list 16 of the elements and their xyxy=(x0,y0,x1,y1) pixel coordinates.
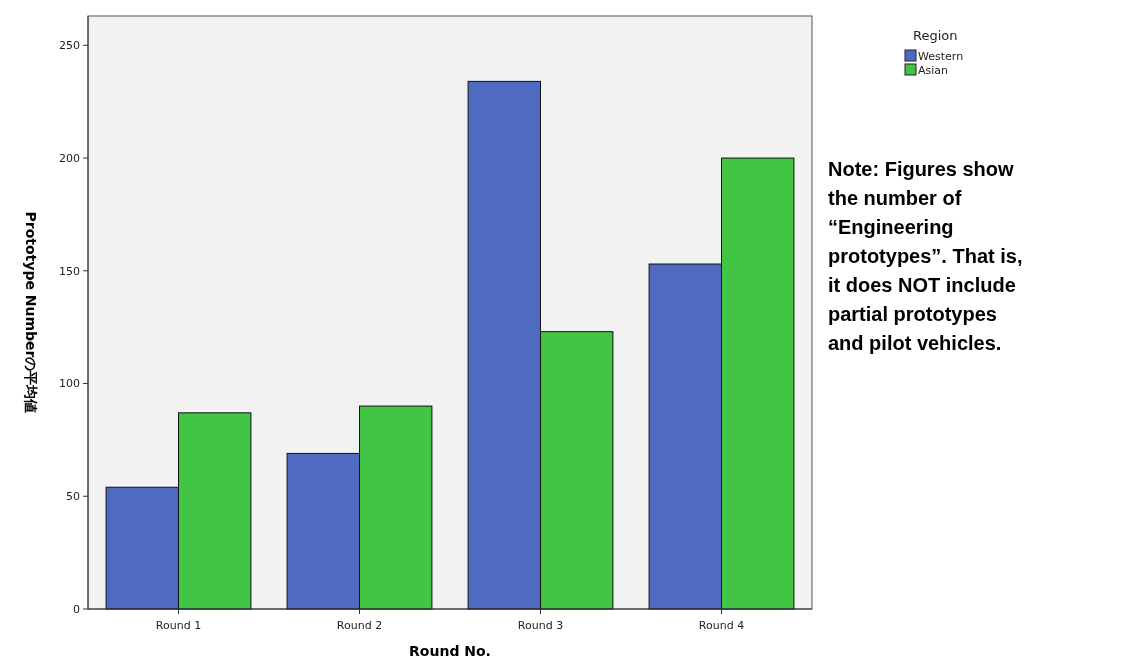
y-tick-label: 200 xyxy=(59,151,80,165)
y-tick-label: 50 xyxy=(66,490,80,504)
x-axis-title: Round No. xyxy=(409,643,491,659)
legend-label: Asian xyxy=(918,64,949,77)
y-tick-label: 250 xyxy=(59,39,80,53)
x-tick-label: Round 1 xyxy=(155,619,202,632)
legend-label: Western xyxy=(918,50,964,63)
y-tick-label: 100 xyxy=(59,377,80,391)
y-tick-label: 150 xyxy=(59,264,80,278)
x-tick-label: Round 2 xyxy=(336,619,383,632)
x-tick-label: Round 3 xyxy=(517,619,564,632)
text: Note: Figures show the number of “Engineering prototypes”. That is, it does NOT include partial prototypes and pilot vehicles. xyxy=(828,158,1023,354)
y-axis-title: Prototype Numberの平均値 xyxy=(23,211,39,414)
y-tick-label: 0 xyxy=(73,602,80,616)
legend-title: Region xyxy=(913,28,958,43)
x-tick-label: Round 4 xyxy=(698,619,745,632)
